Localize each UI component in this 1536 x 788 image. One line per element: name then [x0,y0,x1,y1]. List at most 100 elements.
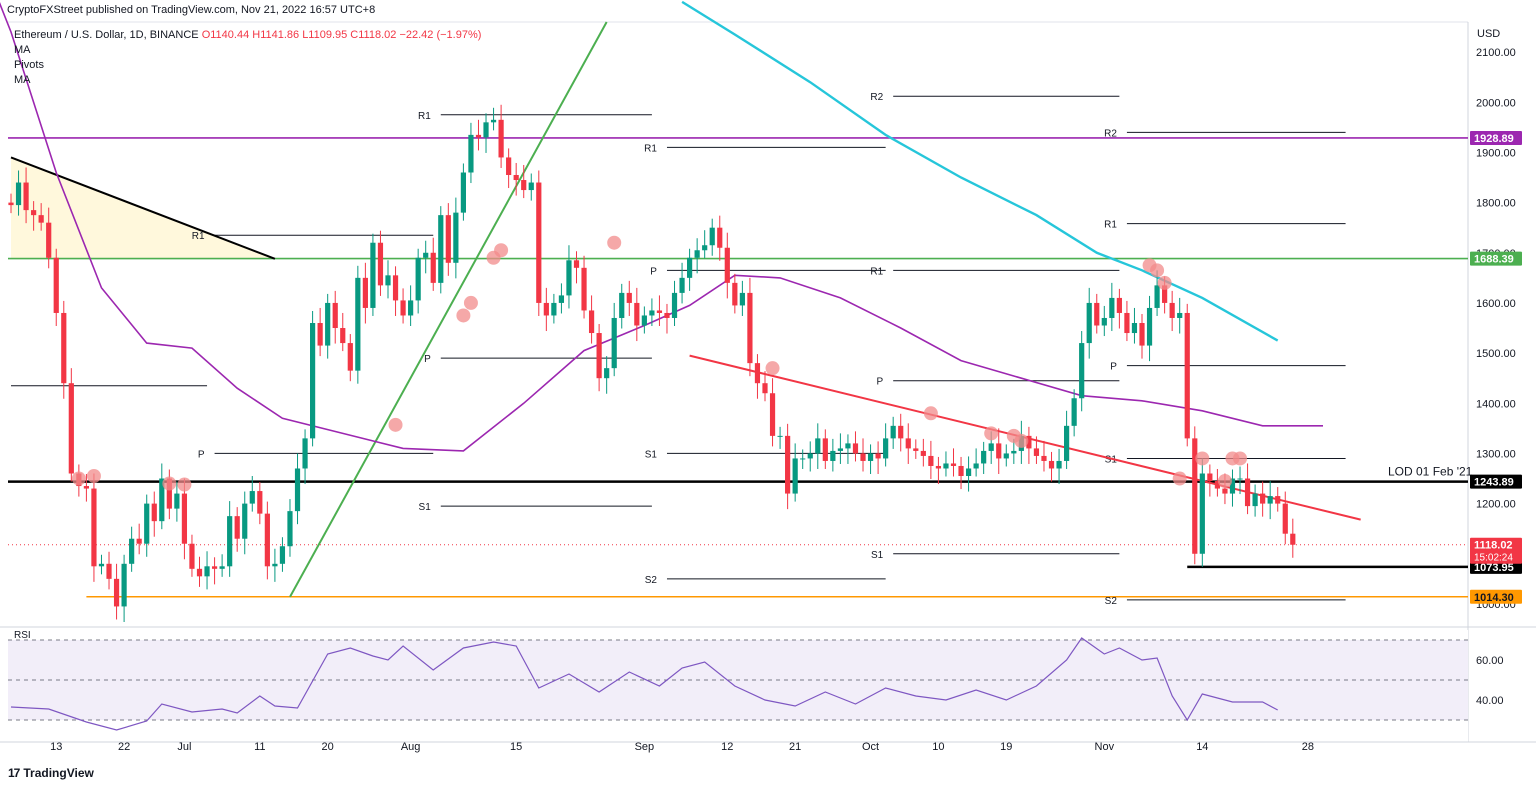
candle-body [1139,323,1145,346]
candle-body [1199,473,1205,554]
pivot-label-0: R1 [418,111,431,122]
touch-marker [86,469,101,484]
candle-body [1124,312,1130,334]
candle-body [694,250,700,258]
candle-body [717,227,723,248]
touch-marker [1157,275,1172,290]
candle-body [91,488,97,567]
candle-body [928,455,934,466]
candle-body [1162,285,1168,303]
candle-body [724,247,730,283]
candle-body [31,210,37,216]
level-price-label-2: 1243.89 [1474,477,1514,489]
candle-body [566,260,572,296]
time-tick: Sep [635,741,655,753]
publish-line: CryptoFXStreet published on TradingView.… [7,4,376,16]
level-price-label-1-bg [1470,251,1522,266]
candle-body [400,300,406,316]
candle-body [483,122,489,138]
candle-body [1048,460,1055,469]
time-tick: 19 [1000,741,1012,753]
candle-body [792,458,798,494]
candle-body [392,275,399,301]
candle-body [38,215,44,223]
candle-body [347,343,353,371]
touch-marker [1217,474,1232,489]
candle-body [558,295,565,303]
candle-body [385,275,391,286]
candle-body [287,511,293,547]
candle-body [536,182,542,303]
candle-body [98,563,105,567]
candle-body [136,538,142,544]
candle-body [1154,285,1160,308]
ohlc-values: O1140.44 H1141.86 L1109.95 C1118.02 −22.… [201,29,482,41]
touch-marker [388,417,403,432]
indicator-pivots[interactable]: Pivots [14,59,44,71]
candle-body [1041,455,1047,461]
level-price-label-0-bg [1470,130,1522,145]
candle-body [1267,496,1273,504]
pivot-label-16: P [1110,362,1117,373]
candle-body [905,438,911,449]
candle-body [46,222,52,258]
touch-marker [1014,433,1029,448]
candle-body [234,516,240,539]
candle-body [61,312,67,384]
last-price-bg [1470,537,1522,564]
candle-body [1260,493,1266,504]
candle-body [935,465,942,469]
pivot-label-17: S1 [1105,454,1118,465]
candle-body [619,292,625,318]
candle-body [415,257,421,301]
pivot-label-2: P [198,449,205,460]
trendline-2 [10,156,276,260]
candle-body [807,453,813,459]
pivot-label-13: S1 [871,550,884,561]
candle-body [370,242,376,308]
candle-body [1184,312,1190,439]
candle-body [1237,478,1243,480]
pivot-label-10: R2 [870,92,883,103]
currency-unit: USD [1477,28,1501,40]
candle-body [611,317,617,369]
pivot-label-4: P [424,354,431,365]
indicator-ma-1[interactable]: MA [14,44,31,56]
candle-body [8,202,14,206]
time-tick: 11 [254,741,265,753]
rsi-pane-bg [8,630,1468,742]
trendline-1 [289,21,608,598]
candle-body [166,478,172,509]
candle-body [732,282,738,306]
indicator-ma-2[interactable]: MA [14,74,31,86]
candle-body [543,302,549,316]
candle-body [513,175,519,181]
touch-marker [177,477,192,492]
candle-body [460,172,466,213]
brand-name: TradingView [23,766,94,780]
ma-slow-line [681,0,1279,342]
candle-body [830,450,836,461]
candle-body [875,453,881,459]
price-tick: 1500.00 [1476,348,1516,360]
candle-body [294,468,301,512]
rsi-line [10,637,1278,731]
price-tick: 1200.00 [1476,499,1516,511]
time-tick: Aug [401,741,421,753]
candle-body [898,425,904,439]
candle-body [777,435,783,437]
candle-body [445,215,451,263]
pivot-label-12: P [877,377,884,388]
level-price-label-1: 1688.39 [1474,254,1514,266]
time-tick: 10 [932,741,944,753]
candle-body [996,443,1002,459]
candle-body [521,180,527,191]
touch-marker [1233,451,1248,466]
candle-body [1146,307,1153,346]
candle-body [845,443,851,449]
touch-marker [1195,451,1210,466]
time-tick: 21 [789,741,801,753]
touch-markers [71,235,1248,492]
candle-body [408,300,414,316]
